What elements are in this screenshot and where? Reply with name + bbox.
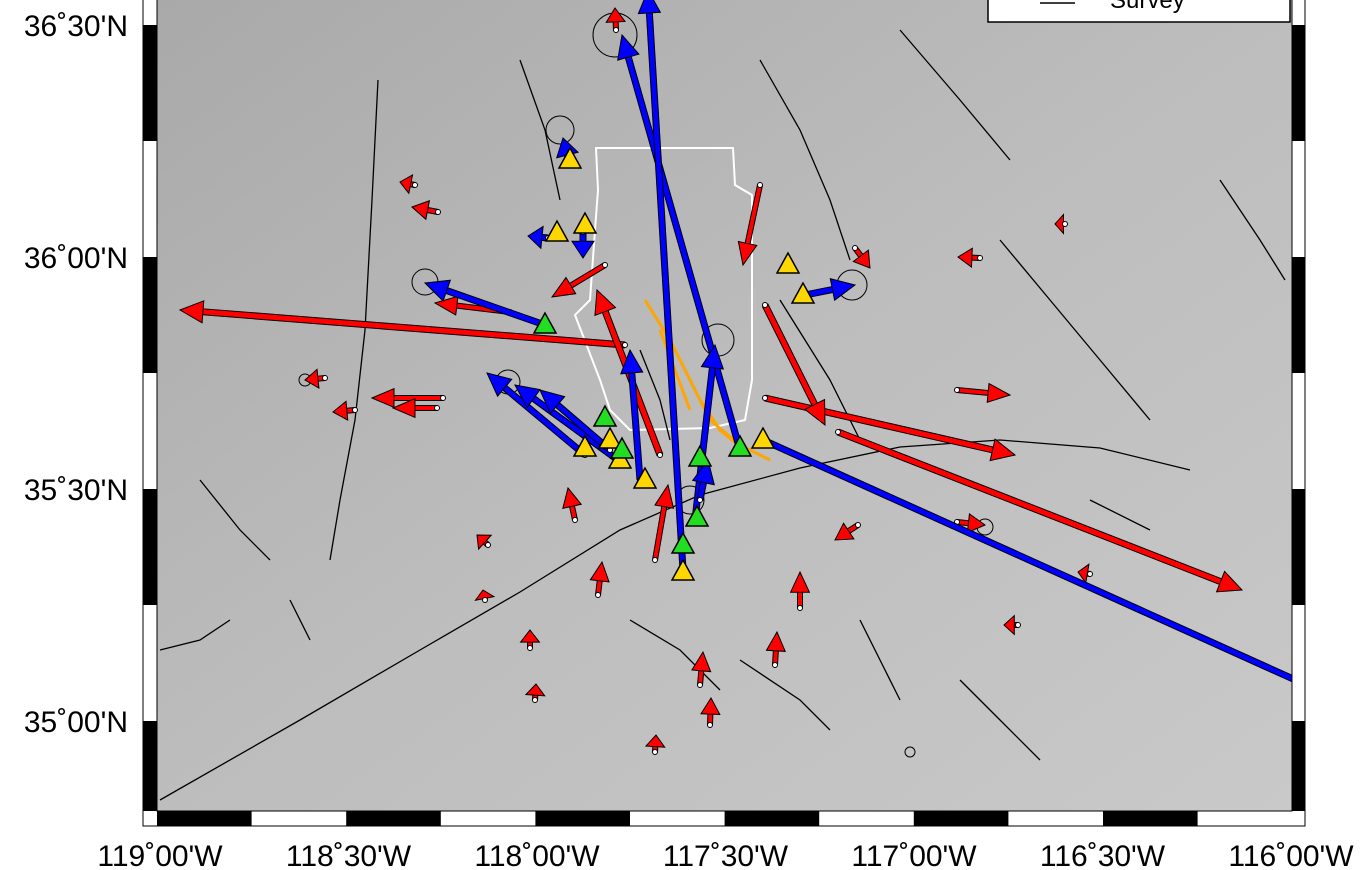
frame-bar: [1292, 721, 1305, 811]
station: [623, 343, 628, 348]
map: 119˚00'W 118˚30'W 118˚00'W 117˚30'W 117˚00'W…: [0, 0, 1369, 870]
arrow-head: [1337, 691, 1362, 711]
frame-bar: [1292, 257, 1305, 373]
station: [614, 28, 619, 33]
station: [653, 750, 658, 755]
latitude-label: 35˚30'N: [24, 474, 128, 507]
station: [658, 453, 663, 458]
frame-bar: [535, 811, 630, 826]
longitude-label: 119˚00'W: [97, 840, 223, 870]
frame-bar: [725, 811, 820, 826]
station: [533, 698, 538, 703]
station: [596, 593, 601, 598]
frame-bar: [157, 811, 252, 826]
station: [603, 263, 608, 268]
frame-bar: [1292, 25, 1305, 141]
frame-bar: [143, 489, 157, 605]
station: [353, 408, 358, 413]
station: [698, 683, 703, 688]
station: [573, 518, 578, 523]
station: [1016, 623, 1021, 628]
station: [441, 396, 446, 401]
station: [758, 183, 763, 188]
longitude-label: 118˚30'W: [286, 840, 412, 870]
station: [856, 523, 861, 528]
station: [435, 406, 440, 411]
station: [836, 430, 841, 435]
station: [773, 663, 778, 668]
station: [528, 646, 533, 651]
station: [323, 376, 328, 381]
station: [1063, 222, 1068, 227]
latitude-label: 36˚30'N: [24, 10, 128, 43]
station: [853, 246, 858, 251]
legend-label: Survey: [1110, 0, 1185, 14]
station: [483, 598, 488, 603]
longitude-label: 117˚00'W: [851, 840, 977, 870]
station: [798, 606, 803, 611]
longitude-label: 116˚30'W: [1040, 840, 1166, 870]
station: [763, 396, 768, 401]
station: [698, 498, 703, 503]
legend: Survey: [988, 0, 1290, 22]
longitude-label: 118˚00'W: [474, 840, 600, 870]
latitude-label: 35˚00'N: [24, 706, 128, 739]
station: [1088, 572, 1093, 577]
station: [413, 183, 418, 188]
latitude-label: 36˚00'N: [24, 242, 128, 275]
frame-bar: [1292, 489, 1305, 605]
station: [978, 256, 983, 261]
longitude-label: 116˚00'W: [1228, 840, 1354, 870]
frame-bar: [346, 811, 441, 826]
station: [955, 388, 960, 393]
frame-bar: [1103, 811, 1198, 826]
frame-bar: [143, 721, 157, 811]
longitude-label: 117˚30'W: [663, 840, 789, 870]
error-ellipse: [1352, 702, 1368, 718]
station: [486, 543, 491, 548]
station: [436, 210, 441, 215]
frame-bar: [914, 811, 1009, 826]
frame-bar: [143, 257, 157, 373]
station: [653, 558, 658, 563]
frame-bar: [143, 25, 157, 141]
station: [708, 723, 713, 728]
station: [763, 303, 768, 308]
